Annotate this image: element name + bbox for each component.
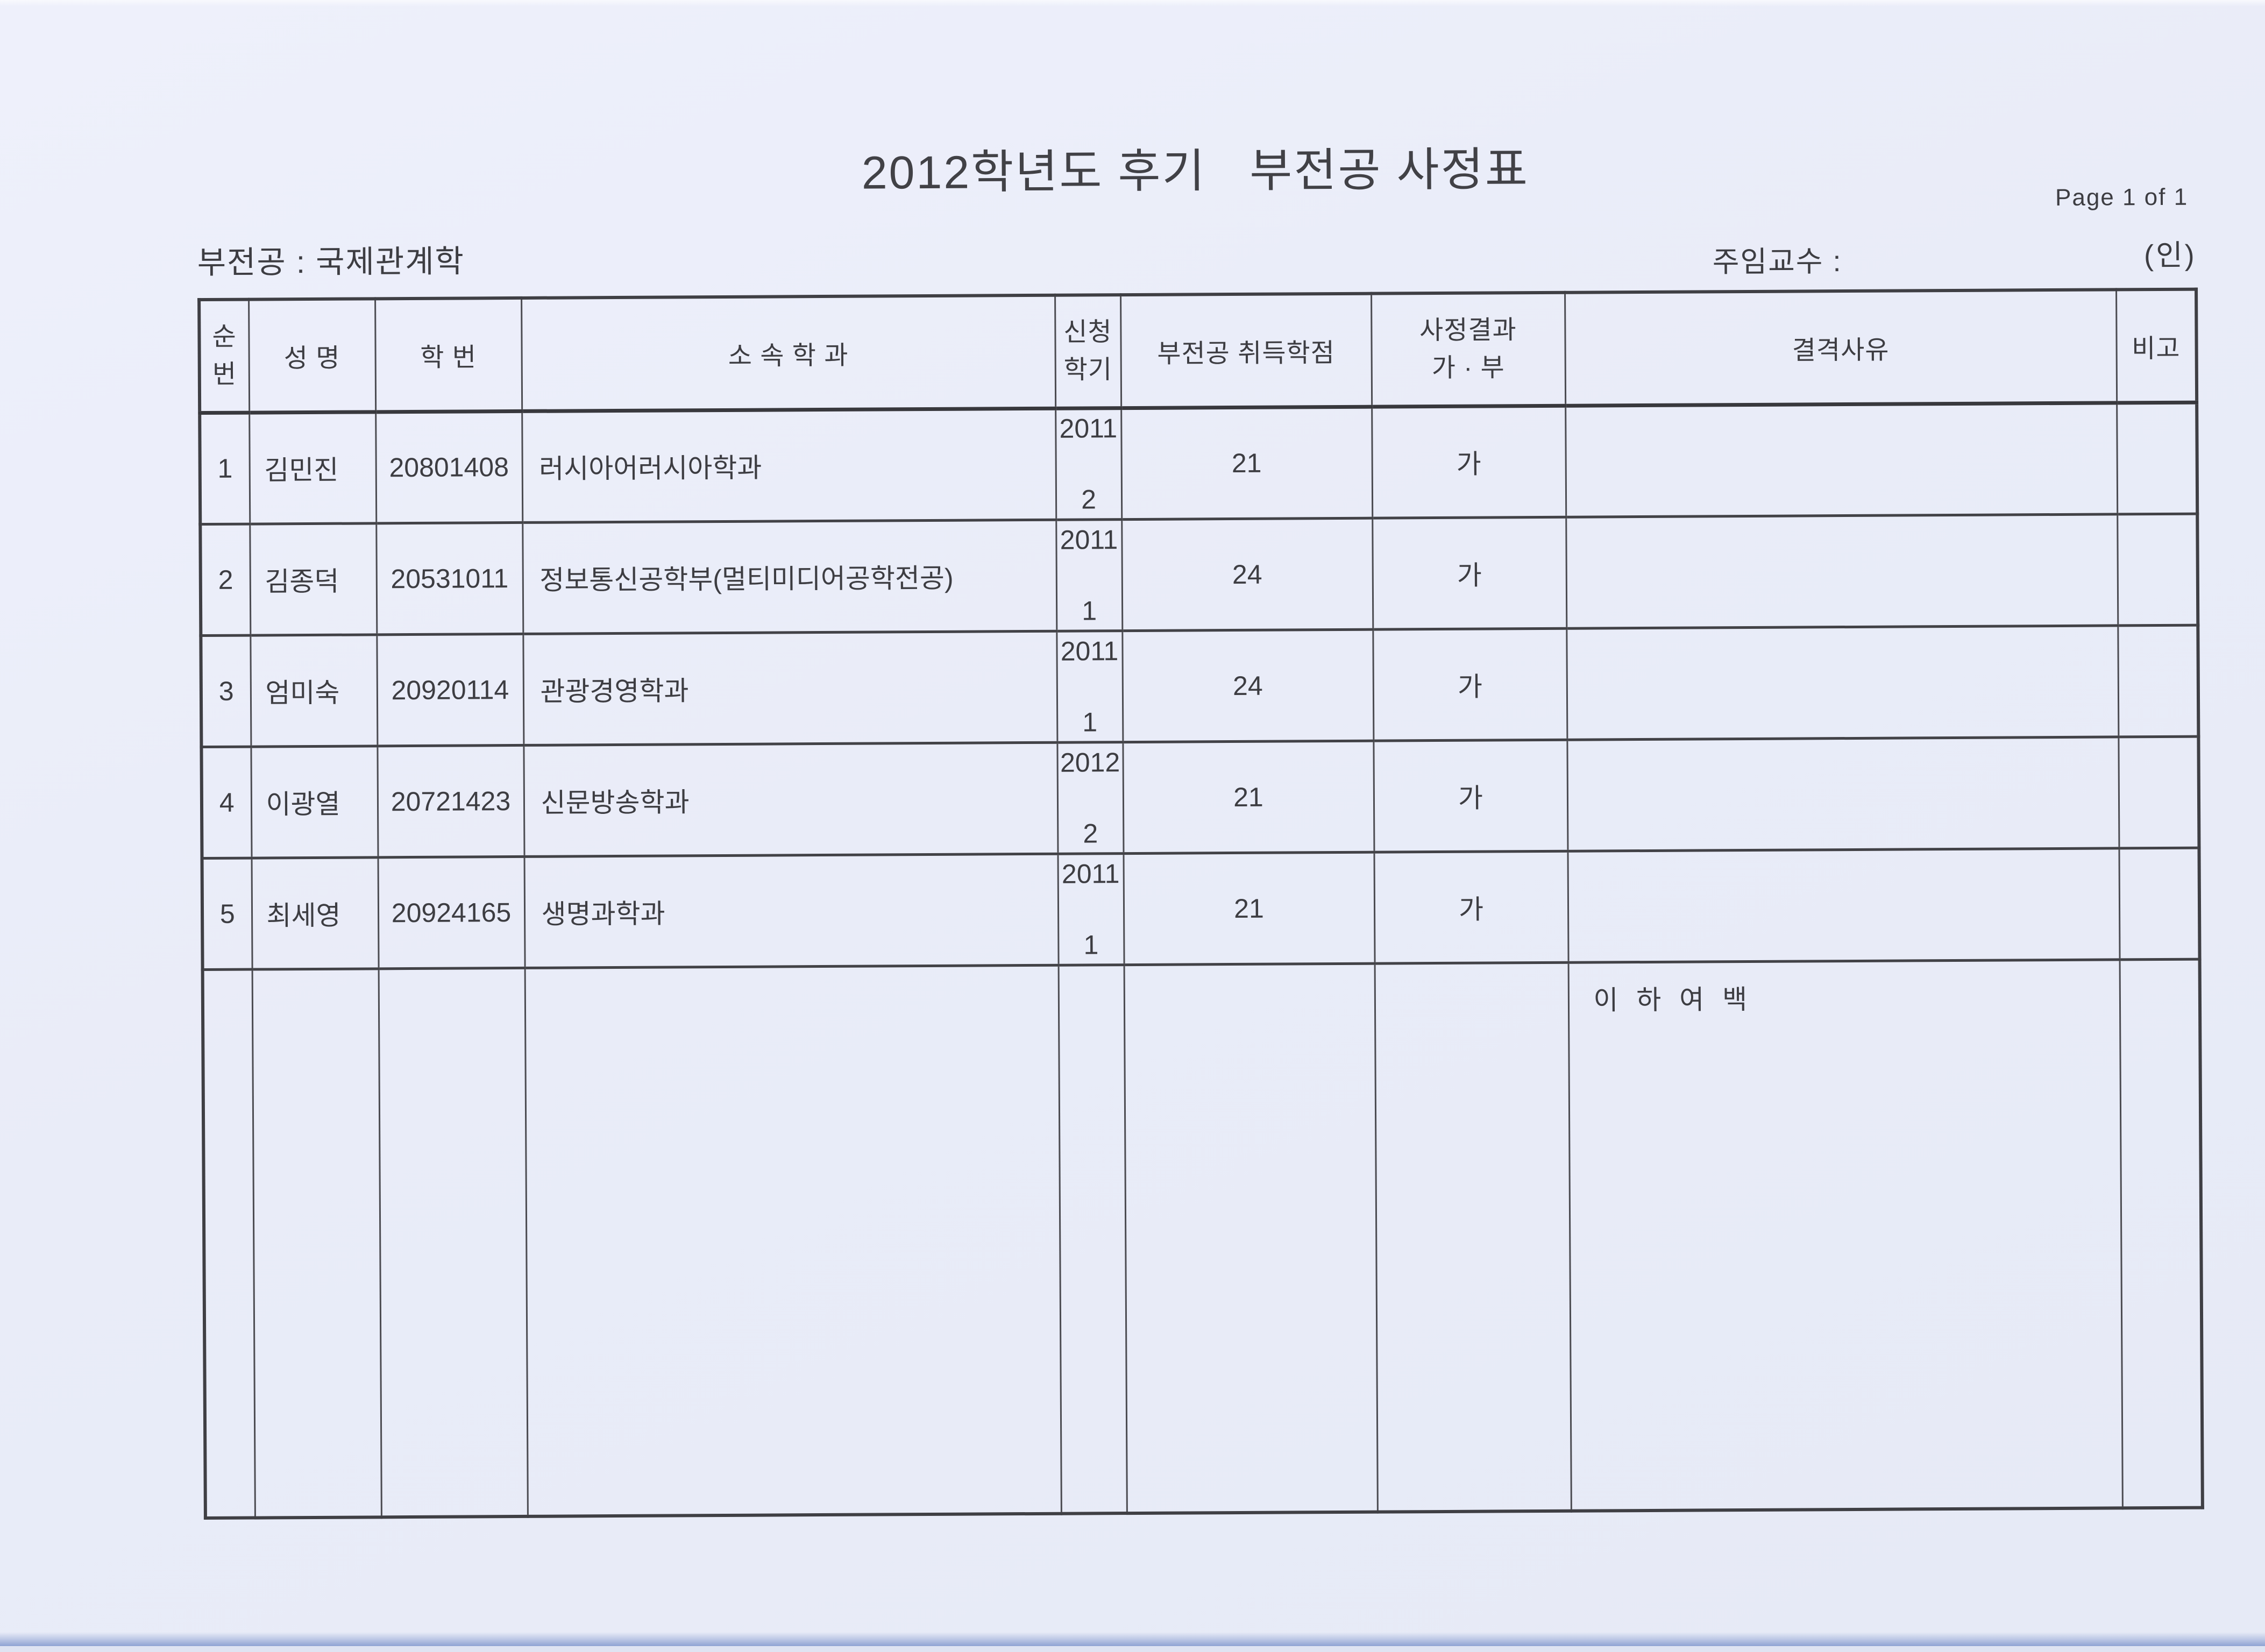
table-row: 3 엄미숙 20920114 관광경영학과 2011 1 24 가 [201, 625, 2198, 747]
cell-credits-empty [1124, 963, 1378, 1513]
cell-reason [1565, 402, 2117, 516]
table-row: 4 이광열 20721423 신문방송학과 2012 2 21 가 [201, 736, 2199, 858]
cell-no: 1 [200, 413, 250, 524]
scan-edge-bottom [0, 1632, 2265, 1646]
cell-result-empty [1375, 962, 1571, 1512]
cell-reason [1566, 514, 2118, 628]
cell-result: 가 [1374, 851, 1568, 963]
cell-credits: 24 [1122, 629, 1373, 742]
cell-student-id-empty [379, 968, 528, 1517]
cell-semester: 2011 2 [1055, 408, 1121, 520]
cell-remarks [2118, 625, 2198, 737]
col-header-semester-line1: 신청 [1063, 314, 1112, 351]
cell-semester-term: 2 [1081, 486, 1096, 513]
cell-semester-term: 1 [1082, 708, 1097, 735]
cell-remarks [2117, 514, 2198, 626]
cell-department: 정보통신공학부(멀티미디어공학전공) [522, 520, 1056, 634]
col-header-name: 성 명 [248, 299, 375, 412]
cell-name: 김민진 [249, 412, 376, 523]
cell-credits: 21 [1123, 741, 1374, 853]
col-header-remarks: 비고 [2116, 289, 2197, 403]
cell-department: 관광경영학과 [523, 631, 1057, 745]
cell-department: 신문방송학과 [523, 742, 1057, 856]
cell-reason [1566, 625, 2118, 739]
cell-semester-term: 1 [1083, 931, 1098, 958]
col-header-semester-line2: 학기 [1063, 351, 1112, 389]
col-header-result: 사정결과 가 · 부 [1371, 293, 1565, 407]
cell-name: 최세영 [252, 857, 379, 969]
table-row: 2 김종덕 20531011 정보통신공학부(멀티미디어공학전공) 2011 1… [200, 514, 2198, 635]
cell-no-empty [203, 969, 255, 1518]
cell-department-empty [525, 965, 1061, 1516]
head-professor-label: 주임교수 : [1713, 237, 1842, 280]
page-number: Page 1 of 1 [2055, 184, 2188, 211]
cell-credits: 21 [1123, 852, 1374, 965]
assessment-table: 순 번 성 명 학 번 소 속 학 과 신청 학기 부전공 취득학점 [197, 288, 2204, 1520]
cell-student-id: 20801408 [375, 411, 522, 523]
col-header-no-line1: 순 [212, 318, 237, 356]
cell-reason-blank-note: 이 하 여 백 [1568, 959, 2122, 1511]
col-header-result-line1: 사정결과 [1419, 311, 1517, 350]
cell-semester: 2012 2 [1057, 742, 1123, 854]
col-header-semester: 신청 학기 [1055, 295, 1121, 408]
col-header-result-line2: 가 · 부 [1432, 349, 1505, 387]
col-header-no: 순 번 [199, 300, 249, 413]
cell-semester: 2011 1 [1057, 853, 1124, 965]
cell-result: 가 [1373, 628, 1567, 741]
cell-student-id: 20721423 [377, 745, 524, 857]
cell-department: 러시아어러시아학과 [522, 408, 1056, 522]
col-header-department: 소 속 학 과 [521, 295, 1055, 411]
cell-semester-term: 1 [1082, 597, 1097, 624]
col-header-credits: 부전공 취득학점 [1120, 294, 1372, 408]
cell-no: 4 [201, 747, 251, 858]
cell-department: 생명과학과 [524, 854, 1059, 968]
cell-student-id: 20920114 [377, 634, 523, 746]
blank-row: 이 하 여 백 [203, 959, 2203, 1518]
cell-reason [1567, 736, 2119, 850]
table-row: 5 최세영 20924165 생명과학과 2011 1 21 가 [202, 848, 2200, 969]
cell-name: 김종덕 [250, 523, 377, 635]
cell-reason [1567, 848, 2119, 962]
cell-semester: 2011 1 [1056, 630, 1123, 742]
seal-placeholder: (인) [2144, 231, 2197, 274]
cell-semester-year: 2011 [1062, 860, 1120, 888]
cell-no: 3 [201, 635, 251, 747]
cell-name: 이광열 [251, 746, 378, 857]
cell-semester-year: 2011 [1061, 637, 1119, 665]
cell-no: 2 [200, 524, 250, 635]
cell-result: 가 [1372, 406, 1566, 518]
col-header-no-line2: 번 [212, 356, 237, 393]
hereafter-blank-note: 이 하 여 백 [1593, 984, 1752, 1015]
cell-credits: 21 [1121, 407, 1372, 519]
cell-student-id: 20924165 [378, 856, 525, 968]
cell-remarks [2119, 848, 2199, 960]
cell-semester-year: 2011 [1060, 526, 1118, 554]
minor-field-label: 부전공 : 국제관계학 [197, 236, 465, 282]
cell-name-empty [252, 968, 381, 1518]
cell-credits: 24 [1121, 518, 1373, 630]
cell-remarks [2118, 736, 2199, 848]
cell-semester-empty [1059, 965, 1127, 1514]
cell-no: 5 [202, 858, 252, 969]
cell-result: 가 [1372, 517, 1566, 629]
cell-result: 가 [1373, 740, 1567, 852]
header-row: 순 번 성 명 학 번 소 속 학 과 신청 학기 부전공 취득학점 [199, 289, 2197, 413]
cell-semester-term: 2 [1083, 820, 1098, 847]
col-header-reason: 결격사유 [1565, 289, 2117, 405]
cell-semester-year: 2011 [1059, 415, 1117, 442]
page-title: 2012학년도 후기 부전공 사정표 [197, 128, 2195, 205]
table-row: 1 김민진 20801408 러시아어러시아학과 2011 2 21 가 [200, 402, 2197, 524]
col-header-student-id: 학 번 [375, 298, 522, 412]
scan-edge-top [0, 0, 2265, 6]
cell-semester-year: 2012 [1060, 749, 1120, 776]
cell-student-id: 20531011 [376, 522, 523, 634]
cell-remarks [2117, 402, 2197, 514]
cell-name: 엄미숙 [250, 634, 377, 746]
cell-semester: 2011 1 [1056, 519, 1122, 631]
cell-remarks-empty [2120, 959, 2203, 1508]
